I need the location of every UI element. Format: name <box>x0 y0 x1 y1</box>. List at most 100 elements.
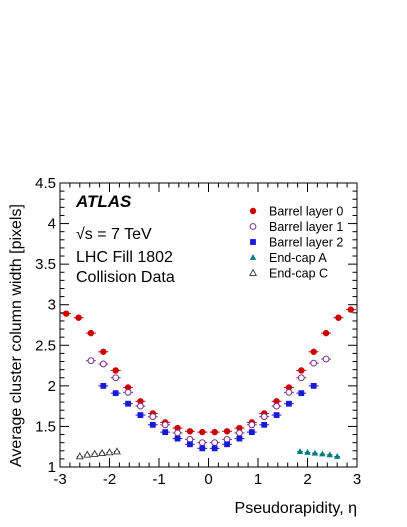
x-tick-label: -3 <box>53 471 66 488</box>
x-tick-label: 2 <box>303 471 311 488</box>
data-point <box>174 435 181 442</box>
data-point <box>149 421 156 428</box>
data-point <box>304 448 311 455</box>
data-point <box>87 329 95 337</box>
data-point <box>248 421 256 429</box>
y-tick-label: 4 <box>48 216 56 233</box>
data-point <box>211 445 218 452</box>
legend-label: Barrel layer 2 <box>269 236 343 250</box>
data-point <box>273 402 280 410</box>
data-point <box>99 360 107 368</box>
data-point <box>100 348 107 355</box>
legend-item: End-cap C <box>249 267 328 281</box>
data-point <box>87 357 95 365</box>
data-point <box>326 451 333 458</box>
atlas-label: ATLAS <box>75 192 132 211</box>
data-point <box>112 447 121 455</box>
fill-label: LHC Fill 1802 <box>76 249 173 266</box>
y-tick-label: 3 <box>48 297 56 314</box>
data-point <box>296 448 304 454</box>
data-point <box>236 435 243 442</box>
series-barrel-layer-1 <box>85 355 332 447</box>
legend-label: Barrel layer 0 <box>269 205 343 219</box>
data-point <box>161 421 169 429</box>
x-tick-label: -2 <box>103 471 116 488</box>
data-point <box>75 314 82 321</box>
y-tick-label: 1 <box>48 459 56 476</box>
data-point <box>211 428 218 436</box>
data-point <box>310 359 318 367</box>
data-point <box>224 441 230 448</box>
series-end-cap-c <box>75 447 121 460</box>
x-tick-label: 0 <box>204 471 212 488</box>
legend-marker <box>249 268 257 276</box>
data-point <box>298 367 305 374</box>
data-point <box>199 428 206 436</box>
data-point <box>125 400 131 407</box>
data-point <box>286 400 292 407</box>
y-axis-label: Average cluster column width [pixels] <box>8 204 25 467</box>
data-point <box>105 448 114 456</box>
data-point <box>297 374 305 382</box>
data-point <box>260 413 268 421</box>
legend-marker <box>249 223 257 230</box>
data-point <box>285 388 293 396</box>
x-axis-label: Pseudorapidity, η <box>235 500 357 517</box>
y-tick-label: 4.5 <box>35 175 56 192</box>
data-point <box>62 310 70 317</box>
x-tick-label: 3 <box>353 471 361 488</box>
data-point <box>124 388 132 396</box>
axes: -3 -2 -1 0 1 2 3 1 1.5 2 2.5 3 3.5 4 4.5 <box>35 175 361 488</box>
data-point <box>137 412 144 418</box>
data-point <box>310 382 317 389</box>
data-point <box>322 329 330 337</box>
data-series <box>61 306 356 460</box>
data-point <box>100 382 107 389</box>
data-point <box>211 439 219 447</box>
data-point <box>112 374 120 382</box>
data-point <box>335 314 342 321</box>
legend-item: End-cap A <box>249 251 327 265</box>
legend-label: Barrel layer 1 <box>269 220 343 234</box>
data-point <box>319 450 326 457</box>
data-point <box>199 445 206 452</box>
data-point <box>112 390 119 397</box>
data-point <box>112 367 119 374</box>
y-tick-label: 1.5 <box>35 418 56 435</box>
legend-item: Barrel layer 1 <box>249 220 343 234</box>
legend-marker <box>249 254 257 260</box>
series-barrel-layer-2 <box>98 382 319 452</box>
data-point <box>311 449 319 456</box>
data-point <box>298 390 305 397</box>
data-type-label: Collision Data <box>76 269 175 286</box>
data-point <box>187 441 193 448</box>
legend-label: End-cap A <box>269 251 327 265</box>
data-point <box>310 348 317 355</box>
data-point <box>223 428 231 435</box>
x-tick-label: -1 <box>152 471 165 488</box>
series-end-cap-a <box>296 448 341 459</box>
series-barrel-layer-0 <box>61 306 356 436</box>
data-point <box>334 453 341 459</box>
data-point <box>98 448 107 457</box>
data-point <box>261 421 268 428</box>
data-point <box>149 413 157 421</box>
data-point <box>162 429 169 436</box>
data-point <box>248 429 255 436</box>
legend-marker <box>250 239 256 245</box>
x-tick-label: 1 <box>254 471 262 488</box>
y-tick-label: 2.5 <box>35 337 56 354</box>
legend-marker <box>249 207 257 215</box>
data-point <box>347 306 355 313</box>
legend-label: End-cap C <box>269 267 328 281</box>
data-point <box>236 429 243 437</box>
data-point <box>186 428 194 435</box>
data-point <box>273 412 280 418</box>
energy-label: √s = 7 TeV <box>76 226 152 243</box>
data-point <box>322 355 330 363</box>
data-point <box>198 439 206 447</box>
data-point <box>137 402 144 410</box>
y-tick-label: 3.5 <box>35 256 56 273</box>
